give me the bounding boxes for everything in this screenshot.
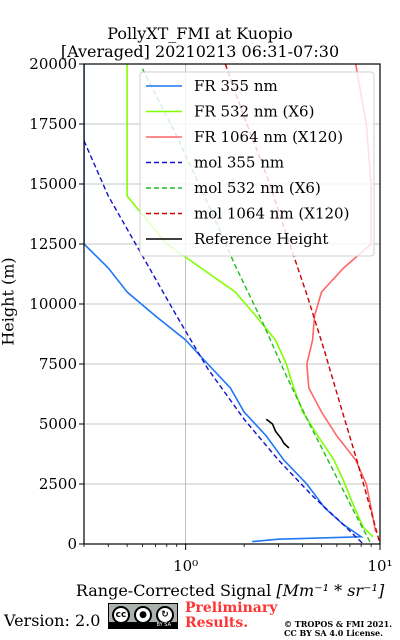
y-tick-label: 5000 (39, 415, 77, 433)
y-tick-label: 15000 (29, 175, 77, 193)
x-tick-label: 10⁰ (173, 557, 198, 575)
y-tick-label: 12500 (29, 235, 77, 253)
series-line (265, 418, 290, 449)
legend-entry: FR 355 nm (194, 77, 278, 95)
axis-ticks: 0 2500 5000 7500 10000 12500 15000 17500 20000 10… (29, 55, 392, 575)
version-label: Version: 2.0 (4, 611, 101, 630)
x-axis-label-text: Range-Corrected Signal (75, 581, 272, 600)
legend-entry: mol 532 nm (X6) (194, 179, 321, 197)
legend-entry: Reference Height (194, 230, 328, 248)
y-tick-label: 20000 (29, 55, 77, 73)
x-axis-label: Range-Corrected Signal [Mm⁻¹ * sr⁻¹] (60, 581, 400, 600)
y-tick-label: 7500 (39, 355, 77, 373)
legend: FR 355 nm FR 532 nm (X6) FR 1064 nm (X120)… (139, 71, 375, 257)
chart-subtitle: [Averaged] 20210213 06:31-07:30 (60, 42, 340, 61)
y-tick-label: 17500 (29, 115, 77, 133)
preliminary-note: Preliminary Results. (185, 601, 277, 631)
series-line (224, 64, 380, 544)
y-tick-label: 2500 (39, 475, 77, 493)
copyright-note: © TROPOS & FMI 2021. CC BY SA 4.0 Licens… (284, 620, 392, 638)
chart-title: PollyXT_FMI at Kuopio (107, 24, 293, 43)
cc-badge-text: BY SA (109, 622, 177, 628)
chart-plot: 0 2500 5000 7500 10000 12500 15000 17500 20000 10… (29, 55, 392, 575)
y-tick-label: 0 (67, 535, 77, 553)
legend-entry: mol 1064 nm (X120) (194, 205, 349, 223)
y-axis-label: Height (m) (0, 257, 18, 346)
x-axis-label-units: [Mm⁻¹ * sr⁻¹] (276, 581, 385, 600)
cc-license-badge: cc ● ↻ BY SA (108, 603, 178, 629)
x-tick-label: 10¹ (367, 557, 392, 575)
legend-entry: FR 532 nm (X6) (194, 103, 314, 121)
copyright-line-1: © TROPOS & FMI 2021. (284, 619, 393, 629)
copyright-line-2: CC BY SA 4.0 License. (284, 628, 383, 638)
preliminary-line-2: Results. (185, 615, 249, 631)
preliminary-line-1: Preliminary (185, 600, 278, 616)
y-tick-label: 10000 (29, 295, 77, 313)
legend-entry: mol 355 nm (194, 154, 284, 172)
legend-entry: FR 1064 nm (X120) (194, 128, 343, 146)
legend-box (139, 71, 375, 257)
series-line (84, 140, 364, 544)
